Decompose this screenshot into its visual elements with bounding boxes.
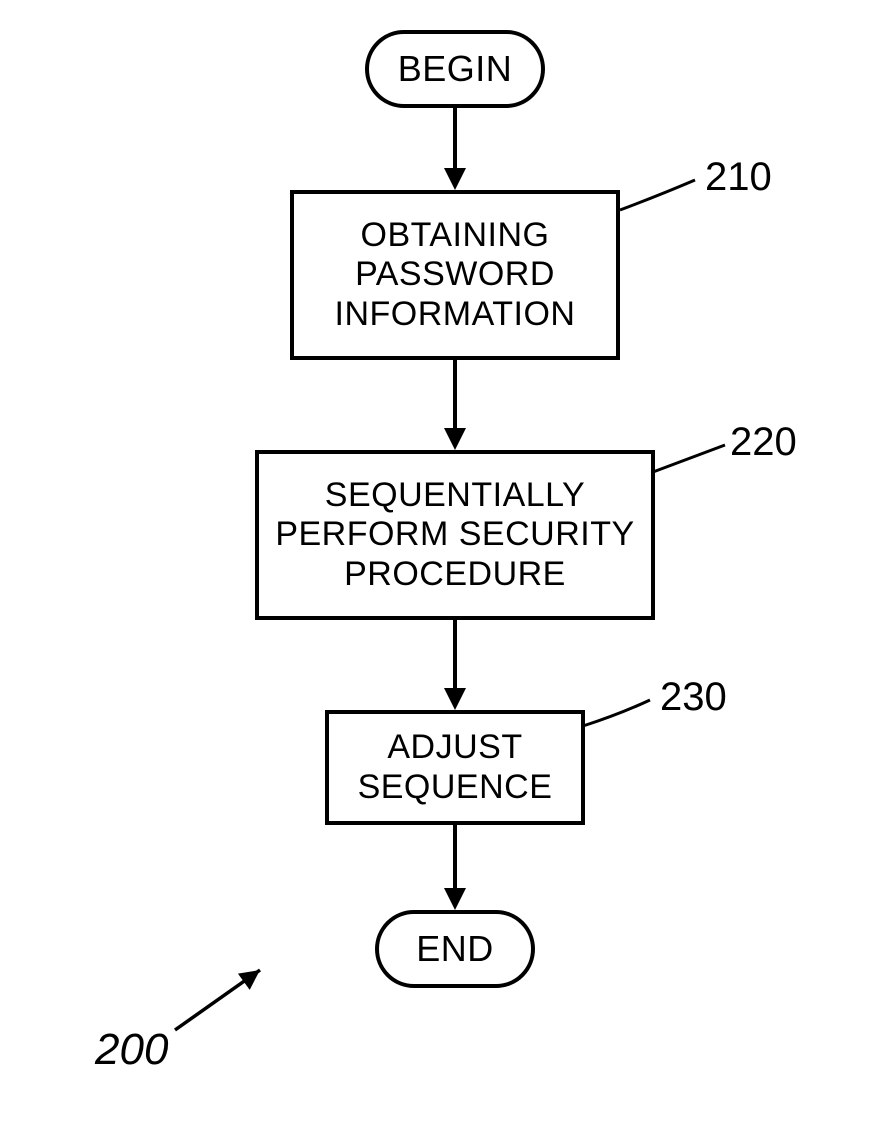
node-step230-text: ADJUST SEQUENCE [358,728,553,806]
node-step220: SEQUENTIALLY PERFORM SECURITY PROCEDURE [255,450,655,620]
node-begin: BEGIN [365,30,545,108]
callout-label-230: 230 [660,675,727,720]
node-step210-text: OBTAINING PASSWORD INFORMATION [335,216,576,333]
callout-label-210: 210 [705,155,772,200]
node-step210: OBTAINING PASSWORD INFORMATION [290,190,620,360]
edge-begin-step210 [444,108,466,190]
node-end-text: END [416,928,494,969]
node-step220-text: SEQUENTIALLY PERFORM SECURITY PROCEDURE [275,476,634,593]
figure-label-arrow-head [238,970,260,990]
figure-label: 200 [95,1025,168,1075]
flowchart-canvas: BEGIN OBTAINING PASSWORD INFORMATION SEQUE… [0,0,875,1126]
node-step230: ADJUST SEQUENCE [325,710,585,825]
node-begin-text: BEGIN [398,48,513,89]
callout-leader-210 [620,180,695,210]
node-end: END [375,910,535,988]
edge-step230-end [444,825,466,910]
callout-leader-220 [653,445,725,472]
edge-step210-step220 [444,360,466,450]
callout-label-220: 220 [730,420,797,465]
callout-leader-230 [583,700,650,726]
edge-step220-step230 [444,620,466,710]
figure-label-arrow-shaft [175,970,260,1030]
